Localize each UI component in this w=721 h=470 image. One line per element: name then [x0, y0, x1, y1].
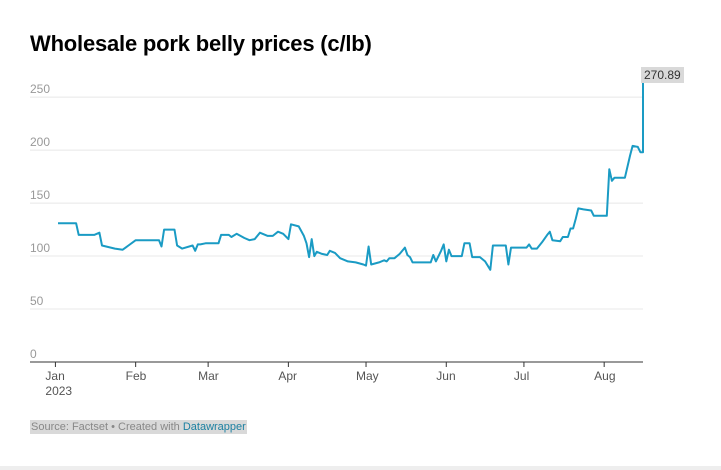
source-note: Source: Factset • Created with Datawrapp…	[30, 420, 247, 434]
x-tick-label: Jan	[45, 369, 64, 383]
y-tick-label: 250	[30, 82, 50, 96]
bottom-divider	[0, 466, 721, 470]
x-tick-label: Jun	[436, 369, 455, 383]
x-tick-label: Feb	[126, 369, 147, 383]
source-text: Source: Factset	[31, 421, 109, 433]
datawrapper-link[interactable]: Datawrapper	[182, 421, 246, 433]
y-tick-label: 150	[30, 188, 50, 202]
x-tick-label: Apr	[278, 369, 297, 383]
footer-separator: •	[108, 421, 119, 433]
x-tick-label: Mar	[198, 369, 219, 383]
x-tick-label: May	[356, 369, 379, 383]
y-tick-label: 100	[30, 241, 50, 255]
y-tick-label: 200	[30, 135, 50, 149]
chart-title: Wholesale pork belly prices (c/lb)	[30, 31, 372, 56]
y-tick-label: 0	[30, 347, 37, 361]
created-with-text: Created with	[118, 421, 183, 433]
x-tick-label: Aug	[594, 369, 615, 383]
end-label-background	[641, 67, 684, 83]
end-value-label: 270.89	[644, 68, 681, 82]
x-tick-label: Jul	[514, 369, 529, 383]
chart-footer: Source: Factset • Created with Datawrapp…	[30, 420, 247, 434]
x-tick-sublabel: 2023	[45, 384, 72, 398]
y-tick-label: 50	[30, 294, 44, 308]
price-line	[58, 75, 644, 271]
